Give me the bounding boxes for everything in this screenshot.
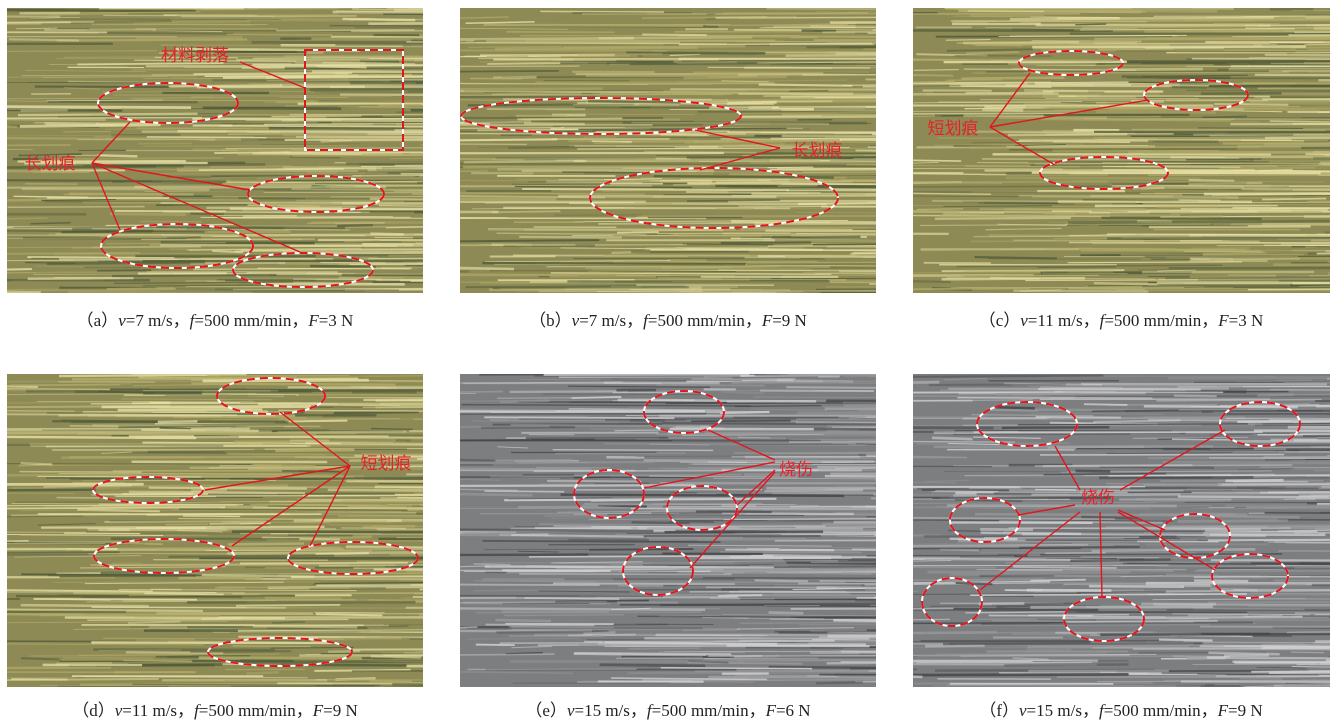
annotation-label: 材料剥落 xyxy=(161,46,229,66)
caption-part: F xyxy=(312,701,324,720)
caption-part: =3 N xyxy=(1229,311,1264,330)
caption-part: F xyxy=(765,701,777,720)
caption-part: =7 m/s， xyxy=(126,311,190,330)
caption-part: =15 m/s， xyxy=(1027,701,1099,720)
caption-part: =7 m/s， xyxy=(579,311,643,330)
caption: （e）v=15 m/s，f=500 mm/min，F=6 N xyxy=(525,701,810,720)
caption: （a）v=7 m/s，f=500 mm/min，F=3 N xyxy=(77,311,354,330)
caption-part: =500 mm/min， xyxy=(652,701,766,720)
caption-part: =11 m/s， xyxy=(122,701,194,720)
caption-part: （d） xyxy=(72,701,115,720)
caption-part: =9 N xyxy=(1228,701,1263,720)
caption: （c）v=11 m/s，f=500 mm/min，F=3 N xyxy=(979,311,1264,330)
annotation-label: 烧伤 xyxy=(779,460,813,480)
panel: 烧伤 （f）v=15 m/s，f=500 mm/min，F=9 N xyxy=(875,374,1336,720)
caption-part: =6 N xyxy=(776,701,811,720)
caption-part: （a） xyxy=(77,311,119,330)
caption-part: F xyxy=(761,311,773,330)
annotation-label: 短划痕 xyxy=(361,454,412,474)
caption: （f）v=15 m/s，f=500 mm/min，F=9 N xyxy=(979,701,1262,720)
annotation-label: 烧伤 xyxy=(1081,488,1115,508)
caption-part: （c） xyxy=(979,311,1021,330)
caption-part: （b） xyxy=(529,311,572,330)
micrograph xyxy=(873,8,1336,293)
caption-part: （f） xyxy=(979,701,1019,720)
annotation-label: 长划痕 xyxy=(25,154,76,174)
panel: 短划痕 （c）v=11 m/s，f=500 mm/min，F=3 N xyxy=(873,8,1336,330)
caption-part: =500 mm/min， xyxy=(194,311,308,330)
caption-part: =11 m/s， xyxy=(1028,311,1100,330)
caption-part: （e） xyxy=(525,701,567,720)
caption-part: F xyxy=(1217,701,1229,720)
caption: （d）v=11 m/s，f=500 mm/min，F=9 N xyxy=(72,701,358,720)
caption-part: =500 mm/min， xyxy=(199,701,313,720)
caption-part: =15 m/s， xyxy=(574,701,646,720)
caption-part: =500 mm/min， xyxy=(648,311,762,330)
caption-part: =3 N xyxy=(319,311,354,330)
annotation-label: 长划痕 xyxy=(792,141,843,161)
figure: 材料剥落长划痕 （a）v=7 m/s，f=500 mm/min，F=3 N 长划痕 （… xyxy=(0,0,1336,722)
caption: （b）v=7 m/s，f=500 mm/min，F=9 N xyxy=(529,311,807,330)
caption-part: F xyxy=(307,311,319,330)
caption-part: =9 N xyxy=(323,701,358,720)
annotation-label: 短划痕 xyxy=(928,119,979,139)
caption-part: F xyxy=(1217,311,1229,330)
caption-part: =500 mm/min， xyxy=(1104,311,1218,330)
caption-part: =9 N xyxy=(772,311,807,330)
caption-part: =500 mm/min， xyxy=(1104,701,1218,720)
